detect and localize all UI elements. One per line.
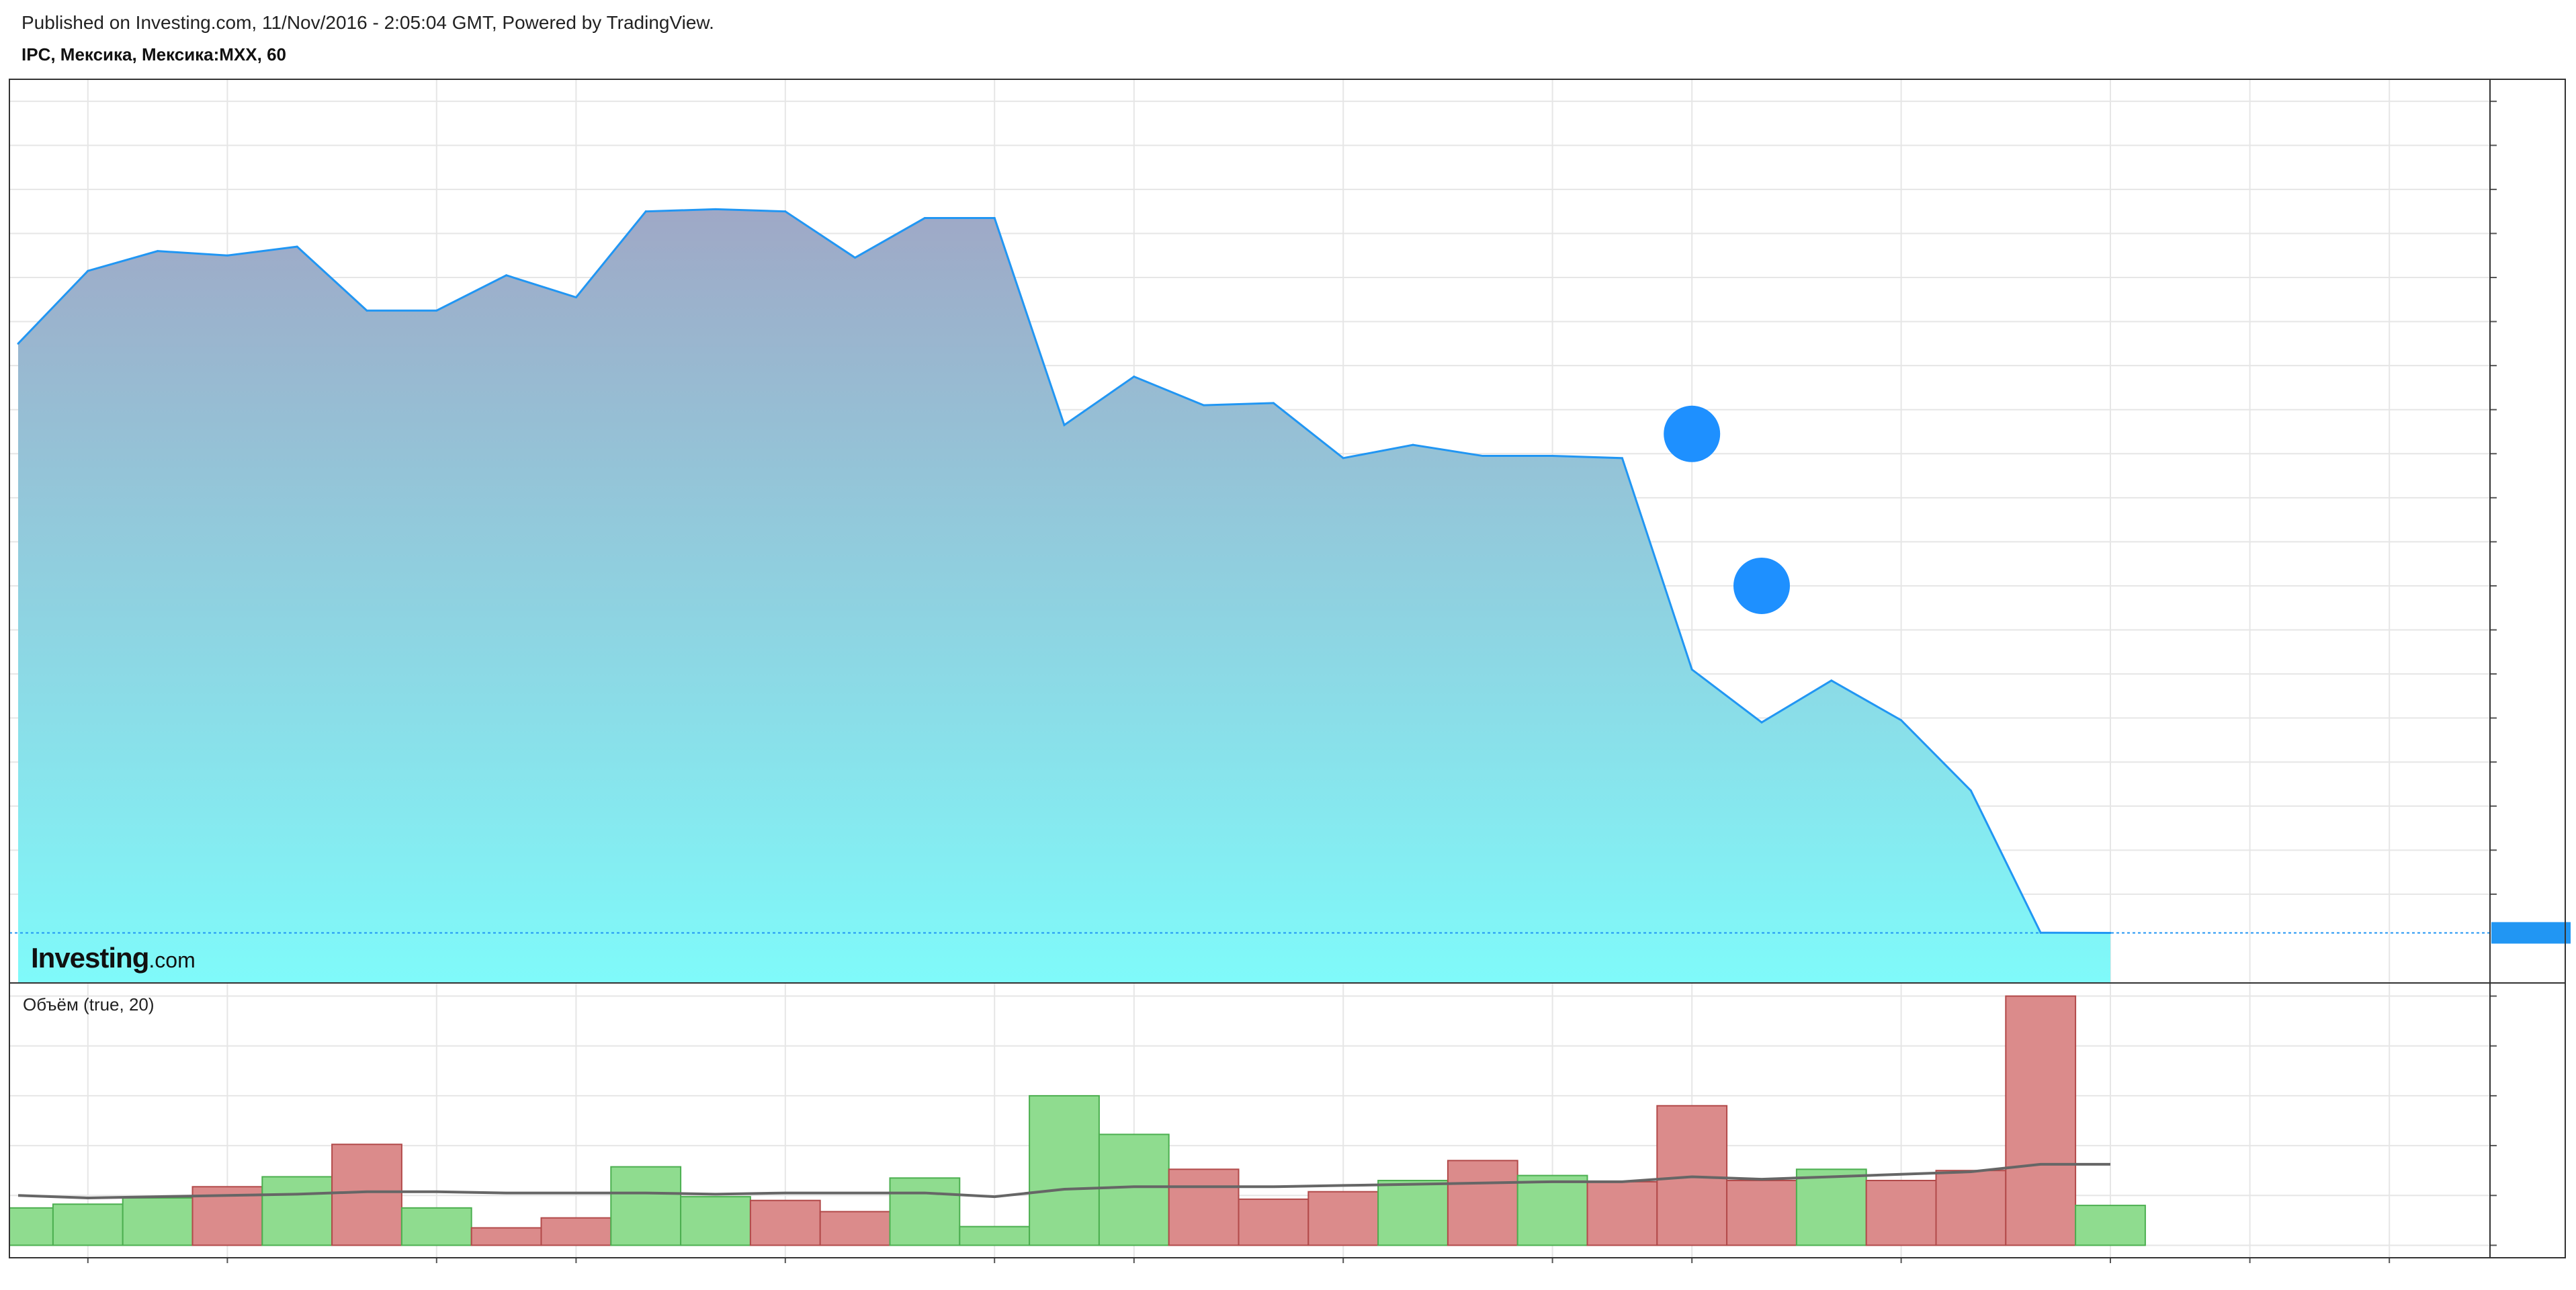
symbol-title: IPC, Мексика, Мексика:MXX, 60 [22,44,287,64]
volume-bar [1865,1180,1937,1246]
volume-bar [470,1227,542,1246]
volume-bar [749,1199,821,1246]
price-point [435,309,438,312]
logo-main: Investing [31,942,148,974]
price-point [1412,443,1414,446]
event-marker [1664,405,1721,462]
volume-ma-line [17,1162,2110,1199]
volume-bar [819,1211,891,1246]
volume-bar [2075,1205,2146,1246]
price-area [18,209,2110,982]
price-point [1900,719,1903,722]
price-point [1760,721,1763,724]
volume-bar [680,1196,751,1246]
svg-text:Investing.com: Investing.com [31,942,196,974]
price-point [366,309,368,312]
price-point [574,296,577,299]
volume-bar [1447,1160,1518,1246]
price-point [17,342,19,345]
volume-bar [1029,1094,1100,1246]
volume-bar [1307,1191,1379,1246]
price-point [923,217,926,220]
price-point [87,269,89,272]
last-price-badge [2491,922,2571,944]
price-point [1830,679,1833,682]
volume-bar [1098,1133,1170,1246]
price-point [993,217,996,220]
price-point [1482,455,1484,458]
price-point [505,274,508,277]
price-point [1063,424,1066,427]
price-point [714,208,717,210]
price-point [1621,457,1623,460]
volume-bar [122,1197,194,1246]
volume-bar [1238,1198,1310,1246]
event-marker [1733,557,1790,614]
investing-logo: Investing.com [31,942,196,974]
volume-bar [959,1226,1031,1246]
volume-bar [1726,1180,1797,1246]
published-info: Published on Investing.com, 11/Nov/2016 … [22,12,714,33]
price-point [2039,931,2042,934]
volume-bar [1168,1168,1240,1246]
volume-bar [1795,1168,1867,1246]
volume-bar [1935,1170,2007,1246]
volume-bar [1586,1180,1658,1246]
volume-bar [1377,1180,1449,1246]
price-point [1690,669,1693,671]
price-point [1969,789,1972,792]
price-point [226,254,228,257]
price-point [1203,404,1205,406]
volume-bar [52,1203,124,1246]
volume-bar [610,1166,682,1246]
volume-bar [2005,995,2077,1246]
price-point [1133,376,1135,378]
price-point [2109,931,2112,934]
price-point [1342,457,1344,460]
price-point [644,210,647,213]
volume-bar [400,1207,472,1246]
price-point [1551,455,1554,458]
volume-bar [889,1177,961,1246]
price-point [784,210,787,213]
price-point [157,250,159,253]
volume-title: Объём (true, 20) [23,994,155,1015]
volume-bar [331,1144,402,1246]
volume-bar [9,1207,54,1246]
price-point [854,257,857,259]
price-point [296,245,298,248]
volume-bar [261,1176,333,1246]
volume-bar [540,1217,612,1246]
logo-suffix: .com [148,948,195,972]
chart-frame [9,79,2566,1258]
price-point [1272,402,1275,404]
volume-bar [1516,1174,1588,1246]
